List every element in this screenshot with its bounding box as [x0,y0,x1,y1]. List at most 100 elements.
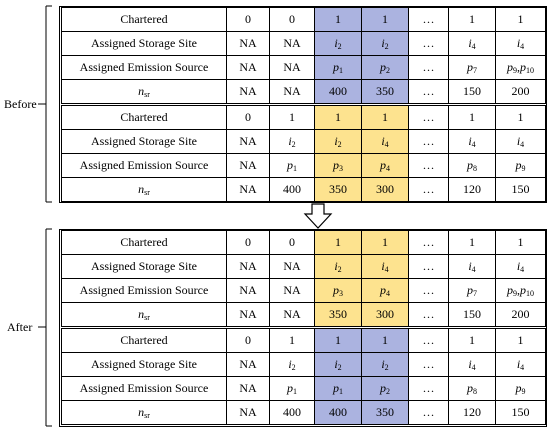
cell-text: NA [239,357,257,371]
table-cell: 0 [226,328,270,353]
table-cell: p3 [314,153,362,178]
math-symbol: p3 [333,158,343,173]
math-symbol: p1 [333,60,343,75]
cell-text: 1 [517,12,524,26]
table-cell: 1 [448,328,496,353]
cell-text: 150 [463,307,481,321]
table-cell: p8 [448,153,496,178]
cell-text: NA [283,60,301,74]
subscript: 2 [337,42,342,51]
subscript: 2 [386,66,390,75]
table-cell: p7 [448,55,496,80]
cell-text: 1 [517,333,524,347]
table-cell: … [408,400,449,425]
table-cell: p3 [314,278,362,303]
table-cell: p9 [495,376,546,401]
cell-text: Assigned Emission Source [79,381,209,395]
cell-text: 200 [511,307,530,321]
table-cell: i4 [361,129,409,154]
table-cell: 400 [269,400,315,425]
table-cell: i4 [448,129,496,154]
math-symbol: p9 [507,283,517,298]
row-header: nsr [61,400,227,425]
table-cell: 150 [448,79,496,104]
cell-text: Assigned Emission Source [79,283,209,297]
cell-text: Chartered [120,235,168,249]
math-symbol: p8 [467,158,477,173]
table-cell: p8 [448,376,496,401]
math-symbol: i2 [334,134,342,149]
row-header: Chartered [61,328,227,353]
cell-text: … [422,357,435,371]
bracket [38,5,52,203]
math-symbol: i2 [288,134,296,149]
table-cell: NA [226,129,270,154]
cell-text: NA [283,36,301,50]
math-symbol: p4 [380,283,390,298]
table-cell: 1 [448,105,496,130]
subscript: 3 [339,289,343,298]
table-cell: p9,p10 [495,278,546,303]
math-symbol: i2 [381,36,389,51]
table-cell: p1 [314,376,362,401]
cell-text: … [422,36,435,50]
subscript: 1 [293,387,297,396]
table-cell: p1 [269,376,315,401]
table-cell: i2 [361,31,409,56]
table-cell: i2 [269,352,315,377]
cell-text: … [422,259,435,273]
cell-text: NA [239,283,257,297]
data-table: Chartered 0 0 1 1 … 1 1 Assigned Storage Site NA N… [61,7,546,104]
table-cell: 350 [314,302,362,327]
table-cell: 1 [269,105,315,130]
cell-text: 400 [283,182,301,196]
table-cell: 1 [361,105,409,130]
cell-text: … [422,283,435,297]
table-cell: 400 [269,177,315,202]
table-cell: … [408,302,449,327]
cell-text: … [422,235,435,249]
row-header: nsr [61,79,227,104]
subscript: 2 [337,265,342,274]
table-cell: NA [226,376,270,401]
table-cell: … [408,153,449,178]
table-cell: … [408,79,449,104]
table-cell: … [408,177,449,202]
table-cell: p9 [495,153,546,178]
table-cell: 1 [361,7,409,32]
table-cell: 150 [495,177,546,202]
math-symbol: p10 [520,60,534,75]
table-cell: NA [269,254,315,279]
cell-text: 0 [245,235,251,249]
math-symbol: p7 [467,60,477,75]
table-cell: 1 [495,230,546,255]
math-symbol: i2 [288,357,296,372]
subscript: 4 [386,164,390,173]
cell-text: 1 [335,12,341,26]
cell-text: 150 [463,84,481,98]
subscript: 1 [339,387,343,396]
table-cell: i4 [448,31,496,56]
cell-text: NA [239,60,257,74]
table-cell: i4 [495,31,546,56]
table-cell: 1 [361,230,409,255]
down-arrow [303,203,333,229]
table-row: nsr NA 400 400 350 … 120 150 [61,400,546,425]
math-symbol: i2 [334,259,342,274]
subscript: 4 [384,265,389,274]
table-cell: NA [269,278,315,303]
table-cell: 120 [448,400,496,425]
math-symbol: p9 [515,158,526,173]
subscript: 4 [471,265,476,274]
table-cell: p9,p10 [495,55,546,80]
cell-text: 0 [245,333,251,347]
subscript: 4 [384,140,389,149]
math-symbol: i2 [334,357,342,372]
math-symbol: p4 [380,158,390,173]
table-cell: 400 [314,400,362,425]
subscript: 4 [471,140,476,149]
math-symbol: p1 [333,381,343,396]
table-cell: 1 [269,328,315,353]
math-symbol: i2 [381,357,389,372]
table-cell: NA [269,31,315,56]
